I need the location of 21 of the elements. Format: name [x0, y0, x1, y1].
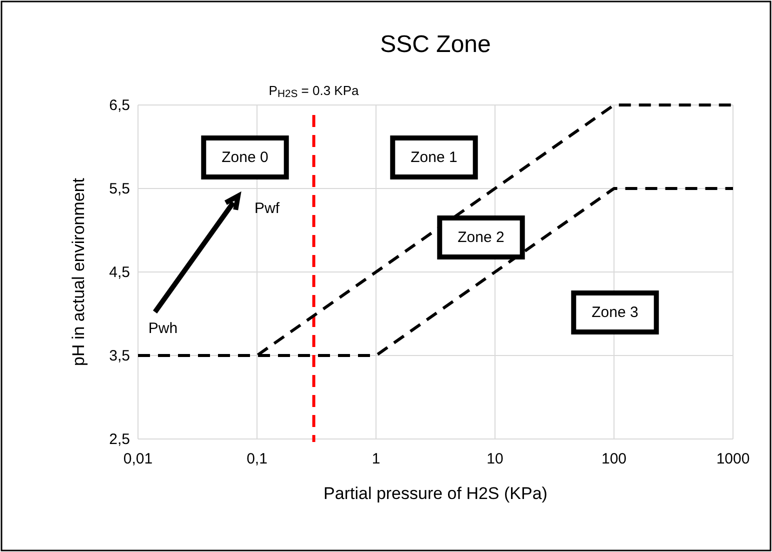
x-tick-label: 1: [372, 450, 380, 468]
y-tick-label: 5,5: [109, 180, 130, 198]
x-axis-title: Partial pressure of H2S (KPa): [324, 484, 548, 503]
annotation: Zone 0: [222, 148, 268, 166]
y-tick-label: 4,5: [109, 264, 130, 281]
x-tick-label: 10: [486, 450, 504, 468]
chart-title: SSC Zone: [380, 31, 491, 58]
x-tick-label: 100: [601, 450, 627, 468]
annotation: Pwf: [254, 200, 280, 217]
ref-line-label: P$_{H2S}$ = 0.3 KPa: [268, 83, 360, 100]
x-tick-label: 1000: [716, 450, 750, 468]
x-tick-label: 0,1: [246, 450, 268, 468]
annotation: Pwh: [148, 320, 178, 337]
annotation: Zone 1: [410, 148, 458, 166]
annotation: Zone 2: [458, 228, 504, 246]
annotation: Zone 3: [592, 304, 638, 321]
y-axis-title: pH in actual environment: [69, 178, 88, 366]
y-tick-label: 3,5: [109, 347, 130, 364]
y-tick-label: 6,5: [109, 96, 130, 114]
x-tick-label: 0,01: [123, 450, 153, 468]
y-tick-label: 2,5: [109, 430, 130, 448]
